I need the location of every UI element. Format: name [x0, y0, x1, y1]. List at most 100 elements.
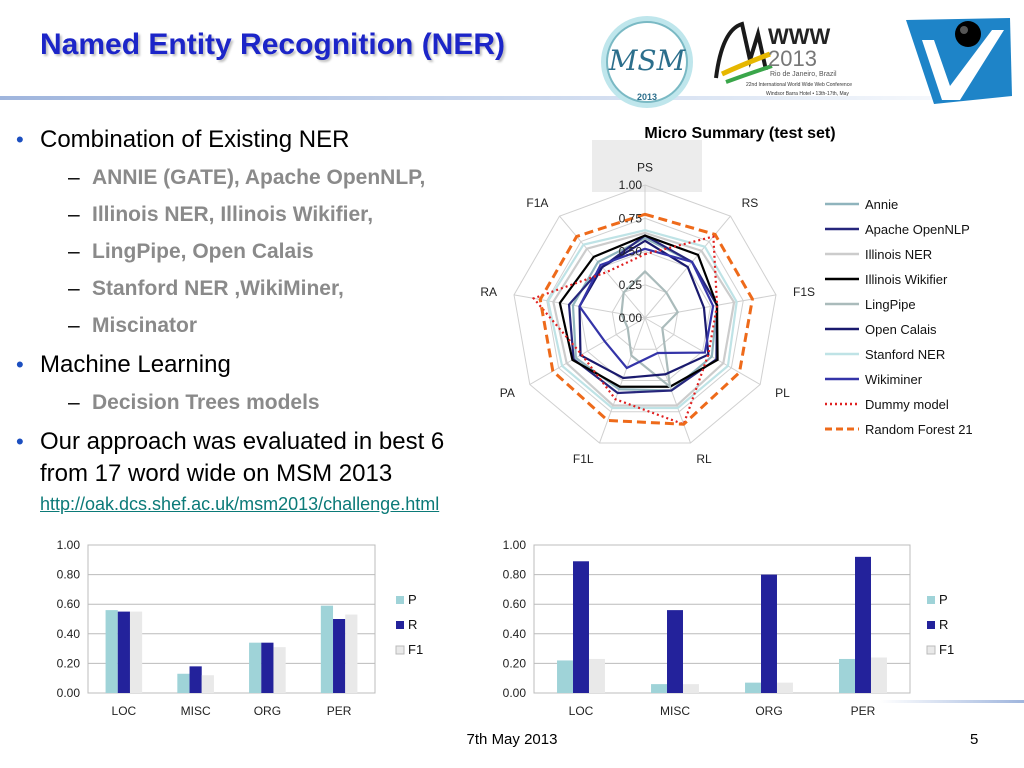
bar-category-label: MISC — [181, 704, 211, 718]
legend-label: R — [939, 617, 948, 632]
bullet-text: Combination of Existing NER — [40, 126, 350, 153]
bar-tick-label: 0.20 — [503, 656, 527, 670]
radar-series-line — [578, 247, 715, 370]
bar-category-label: LOC — [569, 704, 594, 718]
legend-label: P — [939, 592, 948, 607]
msm-logo: MSM 2013 — [601, 16, 693, 108]
radar-tick-label: 0.00 — [619, 311, 643, 325]
bar-tick-label: 1.00 — [503, 538, 527, 552]
radar-series-line — [552, 231, 736, 407]
legend-label: Wikiminer — [865, 372, 923, 387]
bar-r-misc — [189, 666, 202, 693]
legend-label: Annie — [865, 197, 898, 212]
radar-series-line — [538, 212, 754, 426]
sub-bullet: – Decision Trees models — [68, 391, 320, 414]
sub-bullet-text: Miscinator — [92, 314, 198, 337]
radar-series-line — [578, 239, 710, 380]
www-logo-year: 2013 — [768, 46, 817, 71]
legend-swatch — [927, 596, 935, 604]
legend-swatch — [927, 621, 935, 629]
radar-gridline — [546, 217, 744, 413]
bar-f1-loc — [588, 658, 605, 693]
bar-r-misc — [667, 610, 683, 693]
page-number: 5 — [970, 731, 979, 748]
radar-spoke — [529, 317, 646, 385]
sub-bullet-text: Stanford NER ,WikiMiner, — [92, 277, 344, 300]
radar-title: Micro Summary (test set) — [644, 125, 835, 142]
bullet-text-line1: Our approach was evaluated in best 6 — [40, 428, 445, 455]
msm-logo-year: 2013 — [637, 92, 657, 102]
bar-tick-label: 0.60 — [57, 597, 81, 611]
www-logo-conference: 22nd International World Wide Web Confer… — [746, 82, 852, 88]
bar-p-org — [745, 682, 762, 693]
bar-p-per — [320, 605, 334, 693]
bar-tick-label: 0.80 — [57, 568, 81, 582]
bar-p-misc — [651, 684, 668, 693]
radar-series-line — [531, 235, 719, 426]
blue-corner-logo — [906, 18, 1012, 104]
footer-divider — [880, 700, 1024, 703]
radar-axis-label: RS — [742, 196, 759, 210]
legend-swatch — [396, 596, 404, 604]
radar-axis-label: F1A — [526, 196, 548, 210]
bar-p-misc — [177, 673, 190, 693]
legend-label: LingPipe — [865, 297, 916, 312]
radar-tick-label: 0.50 — [619, 245, 643, 259]
bar-category-label: ORG — [755, 704, 782, 718]
radar-axis-label: PL — [775, 386, 790, 400]
legend-label: F1 — [408, 642, 423, 657]
legend-label: Illinois Wikifier — [865, 272, 948, 287]
www-logo-name: WWW — [768, 24, 831, 49]
legend-label: Stanford NER — [865, 347, 945, 362]
bar-f1-loc — [129, 611, 143, 693]
radar-gridline — [513, 184, 777, 444]
legend-label: R — [408, 617, 417, 632]
bullet-text: Machine Learning — [40, 351, 231, 378]
radar-tick-label: 0.75 — [619, 211, 643, 225]
bar-tick-label: 1.00 — [57, 538, 81, 552]
legend-label: F1 — [939, 642, 954, 657]
bar-tick-label: 0.40 — [503, 627, 527, 641]
radar-axis-label: F1S — [793, 285, 815, 299]
bar-p-org — [249, 642, 262, 693]
radar-series-line — [620, 269, 680, 390]
radar-axis-label: RL — [696, 452, 712, 463]
radar-tick-label: 0.25 — [619, 278, 643, 292]
challenge-link[interactable]: http://oak.dcs.shef.ac.uk/msm2013/challe… — [40, 494, 440, 514]
bar-p-loc — [557, 660, 574, 693]
radar-axis-label: PA — [500, 386, 515, 400]
bar-p-per — [839, 658, 856, 693]
bar-tick-label: 0.40 — [57, 627, 81, 641]
bar-chart-right: 0.00 0.20 0.40 0.60 0.80 1.00 LOC MISC ORG PER PRF… — [503, 538, 955, 718]
bullet-text-line2: from 17 word wide on MSM 2013 — [40, 460, 393, 487]
bar-r-per — [855, 556, 871, 693]
legend-swatch — [396, 621, 404, 629]
legend-swatch — [395, 645, 405, 655]
legend-label: Open Calais — [865, 322, 937, 337]
radar-spoke — [644, 317, 691, 444]
footer-date: 7th May 2013 — [466, 731, 558, 748]
bar-f1-per — [870, 657, 887, 693]
radar-series-line — [558, 234, 719, 388]
bar-tick-label: 0.00 — [57, 686, 81, 700]
sub-bullet-text: Decision Trees models — [92, 391, 320, 414]
radar-title-shade — [592, 140, 702, 192]
bar-r-org — [261, 642, 274, 693]
sub-bullet-text: Illinois NER, Illinois Wikifier, — [92, 203, 374, 226]
sub-bullet: – Miscinator — [68, 314, 198, 337]
bar-category-label: ORG — [254, 704, 281, 718]
bullet-machine-learning: • Machine Learning — [10, 349, 550, 381]
legend-swatch — [926, 645, 936, 655]
bullet-evaluation: • Our approach was evaluated in best 6 fro… — [10, 426, 550, 516]
bar-r-loc — [117, 611, 130, 693]
bullet-list: • Combination of Existing NER – ANNIE (GAT… — [10, 124, 550, 524]
bar-f1-per — [345, 614, 358, 693]
bar-chart-left: 0.00 0.20 0.40 0.60 0.80 1.00 LOC MISC ORG PER PRF… — [57, 538, 424, 718]
bar-p-loc — [105, 610, 118, 693]
radar-axis-label: F1L — [573, 452, 594, 463]
sub-bullet-text: ANNIE (GATE), Apache OpenNLP, — [92, 166, 426, 189]
legend-label: Dummy model — [865, 397, 949, 412]
bar-category-label: LOC — [112, 704, 137, 718]
radar-axis-label: PS — [637, 161, 653, 175]
sub-bullet-text: LingPipe, Open Calais — [92, 240, 314, 263]
